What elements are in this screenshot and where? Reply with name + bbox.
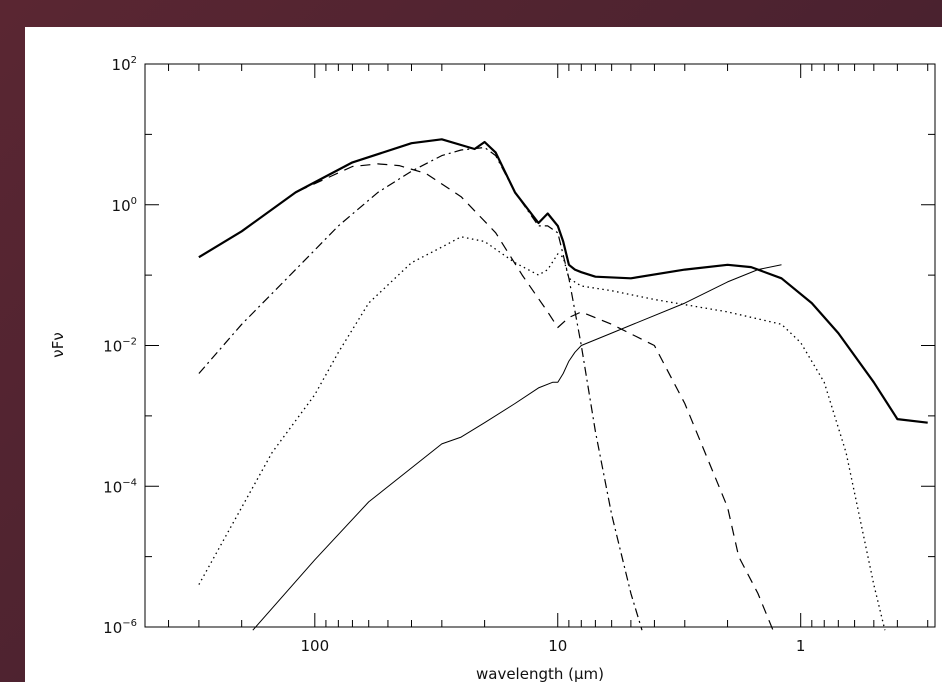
plot-frame <box>144 63 936 628</box>
y-tick-label: 10−2 <box>103 337 137 356</box>
series-group <box>198 138 928 631</box>
y-tick-labels: 102 100 10−2 10−4 10−6 <box>103 55 137 637</box>
y-tick-label: 10−6 <box>103 618 137 637</box>
x-tick-label: 1 <box>796 637 806 655</box>
x-tick-labels: 100 10 1 <box>300 637 805 655</box>
chart-card: 100 10 1 102 100 10−2 10−4 10−6 wavelength (μm… <box>25 27 942 682</box>
x-axis-label: wavelength (μm) <box>476 665 604 682</box>
y-tick-label: 10−4 <box>103 477 137 496</box>
tick-marks <box>144 63 935 628</box>
series-line-solid-thin <box>252 264 782 631</box>
y-tick-label: 100 <box>112 196 137 215</box>
series-line-dotted <box>198 236 886 631</box>
y-axis-label: νFν <box>49 332 67 357</box>
y-tick-label: 102 <box>112 55 137 74</box>
series-line-dash-dot <box>198 146 643 631</box>
series-line-solid-thick <box>198 138 928 424</box>
x-tick-label: 100 <box>300 637 329 655</box>
series-line-dashed <box>198 163 774 631</box>
x-tick-label: 10 <box>548 637 567 655</box>
